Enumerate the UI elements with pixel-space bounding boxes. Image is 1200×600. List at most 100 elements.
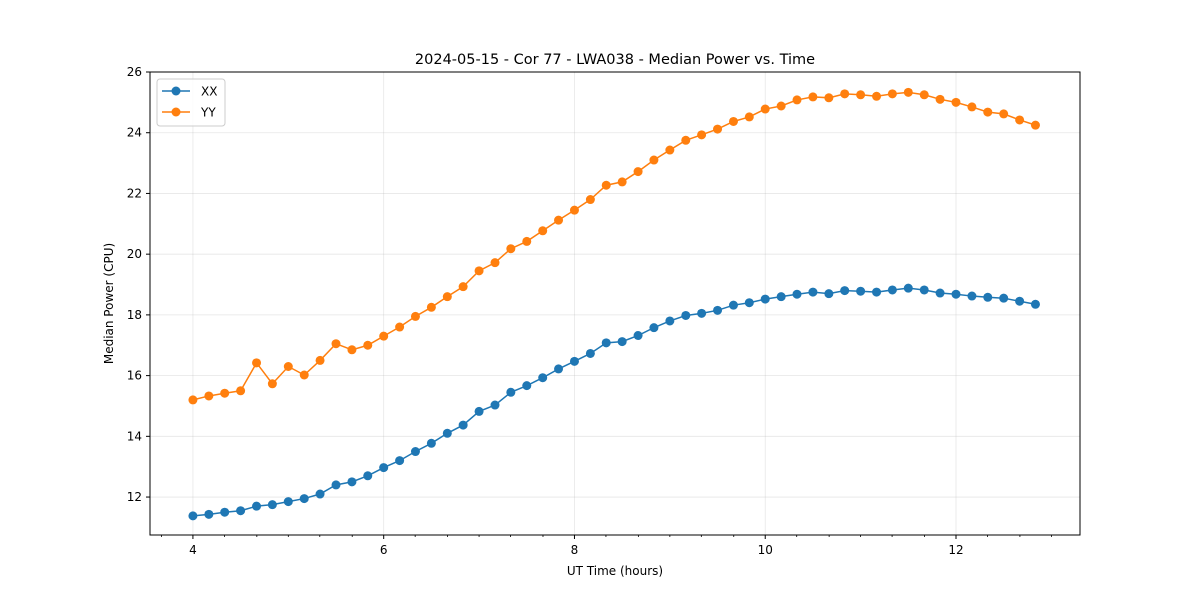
data-point-xx bbox=[395, 456, 405, 466]
data-point-xx bbox=[220, 507, 230, 517]
data-point-xx bbox=[569, 356, 579, 366]
series-layer bbox=[188, 87, 1040, 521]
data-point-yy bbox=[665, 145, 675, 155]
legend-entry-yy: YY bbox=[162, 106, 216, 120]
data-point-xx bbox=[967, 291, 977, 301]
x-axis-label: UT Time (hours) bbox=[567, 564, 663, 578]
x-tick-label: 8 bbox=[571, 543, 579, 557]
data-point-yy bbox=[887, 89, 897, 99]
data-point-yy bbox=[490, 258, 500, 268]
data-point-xx bbox=[379, 463, 389, 473]
data-point-yy bbox=[426, 302, 436, 312]
data-point-xx bbox=[474, 406, 484, 416]
data-point-yy bbox=[522, 236, 532, 246]
y-tick-label: 26 bbox=[127, 65, 142, 79]
legend: XX YY bbox=[156, 78, 226, 127]
data-point-xx bbox=[935, 288, 945, 298]
y-axis-label: Median Power (CPU) bbox=[102, 243, 116, 364]
x-tick-label: 4 bbox=[189, 543, 197, 557]
data-point-yy bbox=[840, 89, 850, 99]
data-point-xx bbox=[728, 300, 738, 310]
data-point-xx bbox=[1030, 299, 1040, 309]
data-point-yy bbox=[410, 311, 420, 321]
y-tick-label: 20 bbox=[127, 247, 142, 261]
data-point-xx bbox=[744, 298, 754, 308]
data-point-yy bbox=[601, 180, 611, 190]
data-point-yy bbox=[585, 195, 595, 205]
data-point-yy bbox=[728, 116, 738, 126]
data-point-yy bbox=[267, 379, 277, 389]
y-tick-label: 14 bbox=[127, 429, 142, 443]
data-point-yy bbox=[283, 361, 293, 371]
data-point-xx bbox=[490, 400, 500, 410]
data-point-xx bbox=[999, 293, 1009, 303]
data-point-xx bbox=[665, 316, 675, 326]
y-tick-label: 16 bbox=[127, 369, 142, 383]
data-point-yy bbox=[760, 104, 770, 114]
data-point-xx bbox=[840, 286, 850, 296]
data-point-xx bbox=[315, 489, 325, 499]
legend-label-xx: XX bbox=[201, 85, 217, 99]
data-point-yy bbox=[919, 90, 929, 100]
data-point-yy bbox=[569, 205, 579, 215]
data-point-yy bbox=[633, 167, 643, 177]
data-point-yy bbox=[776, 101, 786, 111]
data-point-xx bbox=[458, 420, 468, 430]
data-point-xx bbox=[760, 294, 770, 304]
chart-title: 2024-05-15 - Cor 77 - LWA038 - Median Po… bbox=[415, 52, 815, 68]
data-point-yy bbox=[903, 87, 913, 97]
data-point-xx bbox=[792, 289, 802, 299]
data-point-xx bbox=[538, 373, 548, 383]
plot-frame bbox=[149, 71, 1081, 536]
data-point-xx bbox=[347, 477, 357, 487]
legend-marker-yy bbox=[171, 107, 181, 117]
data-point-xx bbox=[204, 509, 214, 519]
data-point-yy bbox=[363, 340, 373, 350]
y-tick-label: 18 bbox=[127, 308, 142, 322]
legend-label-yy: YY bbox=[200, 106, 216, 120]
x-tick-label: 12 bbox=[948, 543, 963, 557]
data-point-xx bbox=[363, 471, 373, 481]
y-tick-label: 24 bbox=[127, 126, 142, 140]
data-point-yy bbox=[395, 322, 405, 332]
data-point-yy bbox=[442, 292, 452, 302]
data-point-xx bbox=[283, 497, 293, 507]
data-point-xx bbox=[554, 364, 564, 374]
legend-marker-xx bbox=[171, 86, 181, 96]
data-point-xx bbox=[681, 310, 691, 320]
data-point-yy bbox=[236, 386, 246, 396]
data-point-yy bbox=[331, 339, 341, 349]
data-point-yy bbox=[935, 94, 945, 104]
data-point-yy bbox=[474, 266, 484, 276]
data-point-xx bbox=[856, 286, 866, 296]
data-point-yy bbox=[506, 244, 516, 254]
data-point-xx bbox=[919, 285, 929, 295]
data-point-xx bbox=[331, 480, 341, 490]
data-point-xx bbox=[808, 287, 818, 297]
data-point-xx bbox=[426, 438, 436, 448]
data-point-yy bbox=[252, 358, 262, 368]
data-point-yy bbox=[951, 97, 961, 107]
data-point-yy bbox=[744, 112, 754, 122]
data-point-xx bbox=[236, 506, 246, 516]
data-point-xx bbox=[442, 428, 452, 438]
data-point-xx bbox=[252, 501, 262, 511]
legend-entry-xx: XX bbox=[162, 85, 217, 99]
data-point-yy bbox=[617, 177, 627, 187]
data-point-yy bbox=[792, 95, 802, 105]
data-point-xx bbox=[410, 447, 420, 457]
data-point-yy bbox=[999, 109, 1009, 119]
x-tick-label: 10 bbox=[758, 543, 773, 557]
data-point-xx bbox=[697, 308, 707, 318]
data-point-xx bbox=[1015, 296, 1025, 306]
data-point-xx bbox=[506, 387, 516, 397]
data-point-yy bbox=[1015, 115, 1025, 125]
data-point-yy bbox=[299, 370, 309, 380]
data-point-yy bbox=[220, 388, 230, 398]
data-point-xx bbox=[522, 381, 532, 391]
data-point-xx bbox=[713, 305, 723, 315]
data-point-yy bbox=[856, 90, 866, 100]
data-point-xx bbox=[649, 323, 659, 333]
data-point-yy bbox=[347, 345, 357, 355]
